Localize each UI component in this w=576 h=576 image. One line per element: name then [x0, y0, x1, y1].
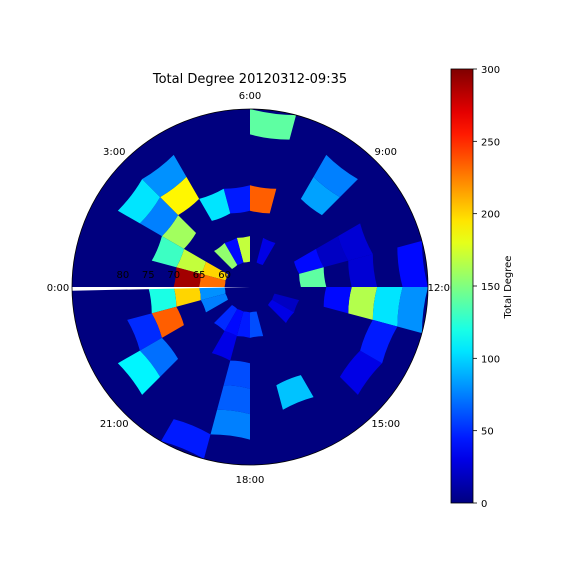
heatmap-cell	[117, 179, 161, 224]
colorbar: 0 50 100 150 200 250 300 Total Degree	[450, 65, 514, 510]
heatmap-cell	[211, 331, 237, 361]
heatmap-cell	[161, 215, 197, 249]
heatmap-cell	[397, 240, 428, 287]
chart-title: Total Degree 20120312-09:35	[152, 72, 347, 87]
heatmap-cell	[348, 287, 378, 320]
angular-tick-label: 18:00	[236, 475, 265, 486]
heatmap-cell	[210, 409, 250, 440]
heatmap-cell	[223, 185, 250, 214]
heatmap-cell	[397, 287, 428, 334]
heatmap-cell	[338, 223, 373, 261]
heatmap-cell	[299, 267, 327, 287]
heatmap-cell	[250, 185, 277, 214]
heatmap-cell	[173, 287, 201, 307]
heatmap-cell	[300, 176, 340, 216]
heatmap-cell	[276, 375, 314, 410]
heatmap-cell	[148, 287, 177, 314]
heatmap-cell	[117, 350, 161, 395]
colorbar-tick-label: 300	[481, 65, 500, 76]
heatmap-cell	[236, 236, 250, 263]
heatmap-cell	[200, 293, 228, 313]
heatmap-cell	[224, 309, 244, 337]
heatmap-cell	[313, 154, 358, 198]
angular-tick-label: 3:00	[103, 147, 125, 158]
heatmap-cell	[151, 236, 184, 268]
angular-tick-labels: 0:00 3:00 6:00 9:00 12:00 15:00 18:00 21:00	[47, 91, 457, 486]
radial-tick-labels: 60 65 70 75 80	[116, 270, 230, 281]
heatmap-cell	[250, 311, 264, 338]
heatmap-cell	[139, 337, 179, 377]
angular-tick-label: 0:00	[47, 283, 69, 294]
heatmap-cell	[139, 197, 179, 237]
heatmap-cell	[316, 236, 349, 268]
heatmap-cell	[339, 350, 383, 395]
zero-hour-gap	[72, 287, 250, 291]
heatmap-cell	[348, 254, 378, 287]
colorbar-gradient	[450, 68, 474, 504]
heatmap-cell	[223, 360, 250, 389]
heatmap-cell	[294, 248, 324, 274]
heatmap-cell	[267, 299, 295, 323]
angular-tick-label: 9:00	[375, 147, 397, 158]
heatmap-cell	[127, 313, 162, 351]
colorbar-tick-label: 250	[481, 137, 500, 148]
heatmap-cell	[250, 109, 297, 140]
radial-tick-label: 80	[116, 270, 129, 281]
heatmap-cell	[142, 154, 187, 198]
colorbar-tick-label: 50	[481, 427, 494, 438]
heatmap-cell	[214, 304, 238, 332]
heatmap-cell	[161, 419, 211, 459]
heatmap-cell	[151, 306, 184, 338]
angular-tick-label: 15:00	[371, 419, 400, 430]
heatmap-cell	[199, 188, 231, 221]
colorbar-tick-label: 150	[481, 282, 500, 293]
angular-tick-label: 21:00	[100, 419, 129, 430]
heatmap-cell	[236, 311, 250, 338]
polar-frame	[71, 108, 429, 466]
heatmap-cell	[199, 287, 226, 301]
colorbar-tick-label: 200	[481, 210, 500, 221]
heatmap-cell	[176, 248, 206, 274]
heatmap-cell	[224, 237, 244, 265]
radial-tick-label: 75	[142, 270, 155, 281]
heatmap-cell	[360, 319, 398, 364]
colorbar-tick-label: 100	[481, 354, 500, 365]
radial-tick-label: 65	[193, 270, 206, 281]
heatmap-cell	[323, 287, 352, 314]
heatmap-cell	[372, 287, 403, 327]
angular-tick-label: 12:00	[428, 283, 457, 294]
radial-tick-label: 70	[167, 270, 180, 281]
heatmap-cell	[217, 385, 250, 415]
angular-tick-label: 6:00	[239, 91, 261, 102]
colorbar-tick-label: 0	[481, 499, 487, 510]
heatmap-cell	[214, 242, 238, 270]
heatmap-cell	[173, 267, 201, 287]
heatmap-cell	[272, 293, 300, 313]
radial-tick-label: 60	[218, 270, 231, 281]
heatmap-cell	[199, 273, 226, 287]
colorbar-ticks: 0 50 100 150 200 250 300	[473, 65, 500, 510]
heatmap-cell	[160, 176, 200, 216]
heatmap-cell	[256, 237, 276, 265]
colorbar-label: Total Degree	[503, 256, 514, 320]
heatmap-cells	[117, 109, 428, 459]
polar-axes	[71, 108, 429, 466]
heatmap-cell	[200, 261, 228, 281]
